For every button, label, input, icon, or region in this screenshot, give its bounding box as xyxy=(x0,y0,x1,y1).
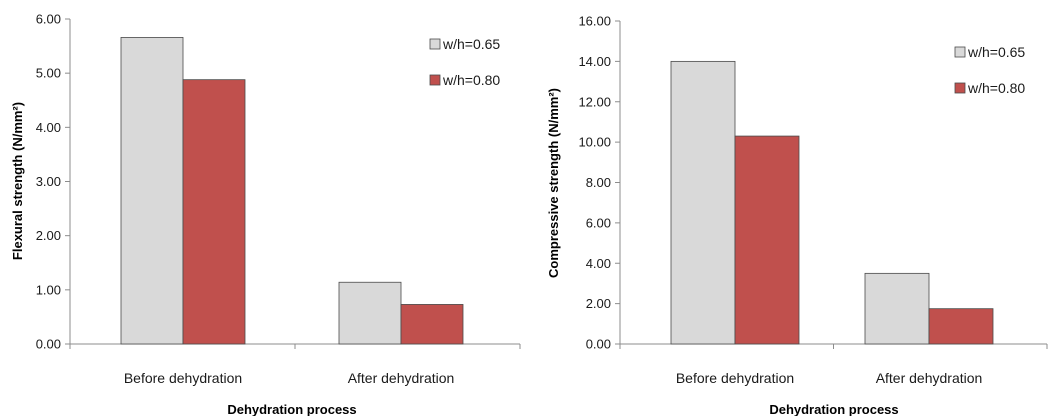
y-tick-label: 14.00 xyxy=(578,54,611,69)
legend-swatch xyxy=(429,74,441,86)
legend-swatch xyxy=(954,46,966,58)
legend-label: w/h=0.80 xyxy=(967,80,1025,96)
y-tick-label: 1.00 xyxy=(36,282,61,297)
y-tick-label: 0.00 xyxy=(586,337,611,352)
bar-w-h-0-65-1 xyxy=(864,272,930,345)
flexural-strength-chart: 0.00 1.00 2.00 3.00 4.00 5.00 6.00 Before dehyd… xyxy=(10,12,521,416)
y-tick-label: 12.00 xyxy=(578,94,611,109)
y-tick-label: 4.00 xyxy=(586,256,611,271)
legend-label: w/h=0.65 xyxy=(442,36,500,52)
y-tick-label: 10.00 xyxy=(578,135,611,150)
y-tick-label: 2.00 xyxy=(36,228,61,243)
bar-w-h-0-80-0 xyxy=(182,79,246,345)
bar-w-h-0-80-1 xyxy=(928,308,994,345)
x-axis-title: Dehydration process xyxy=(769,402,898,416)
x-category-label: After dehydration xyxy=(348,370,455,386)
x-axis-title: Dehydration process xyxy=(227,402,356,416)
legend-label: w/h=0.80 xyxy=(442,72,500,88)
compressive-strength-chart: 0.00 2.00 4.00 6.00 8.00 10.00 12.00 14.00 16.00… xyxy=(546,14,1048,416)
y-tick-label: 4.00 xyxy=(36,120,61,135)
x-category-label: Before dehydration xyxy=(124,370,242,386)
y-tick-label: 0.00 xyxy=(36,337,61,352)
y-tick-label: 8.00 xyxy=(586,175,611,190)
y-tick-label: 6.00 xyxy=(36,12,61,27)
x-category-label: After dehydration xyxy=(876,370,983,386)
bar-w-h-0-65-0 xyxy=(670,60,736,345)
y-tick-label: 5.00 xyxy=(36,66,61,81)
y-tick-label: 16.00 xyxy=(578,14,611,29)
bar-w-h-0-80-0 xyxy=(734,135,800,345)
legend-label: w/h=0.65 xyxy=(967,44,1025,60)
bar-w-h-0-80-1 xyxy=(400,304,464,345)
bar-w-h-0-65-1 xyxy=(338,281,402,345)
y-axis-title: Compressive strength (N/mm²) xyxy=(546,88,561,278)
y-tick-label: 6.00 xyxy=(586,215,611,230)
x-category-label: Before dehydration xyxy=(676,370,794,386)
y-axis-title: Flexural strength (N/mm²) xyxy=(10,102,25,260)
legend-swatch xyxy=(954,82,966,94)
legend-swatch xyxy=(429,38,441,50)
bar-w-h-0-65-0 xyxy=(120,37,184,345)
y-tick-label: 2.00 xyxy=(586,296,611,311)
y-tick-label: 3.00 xyxy=(36,174,61,189)
